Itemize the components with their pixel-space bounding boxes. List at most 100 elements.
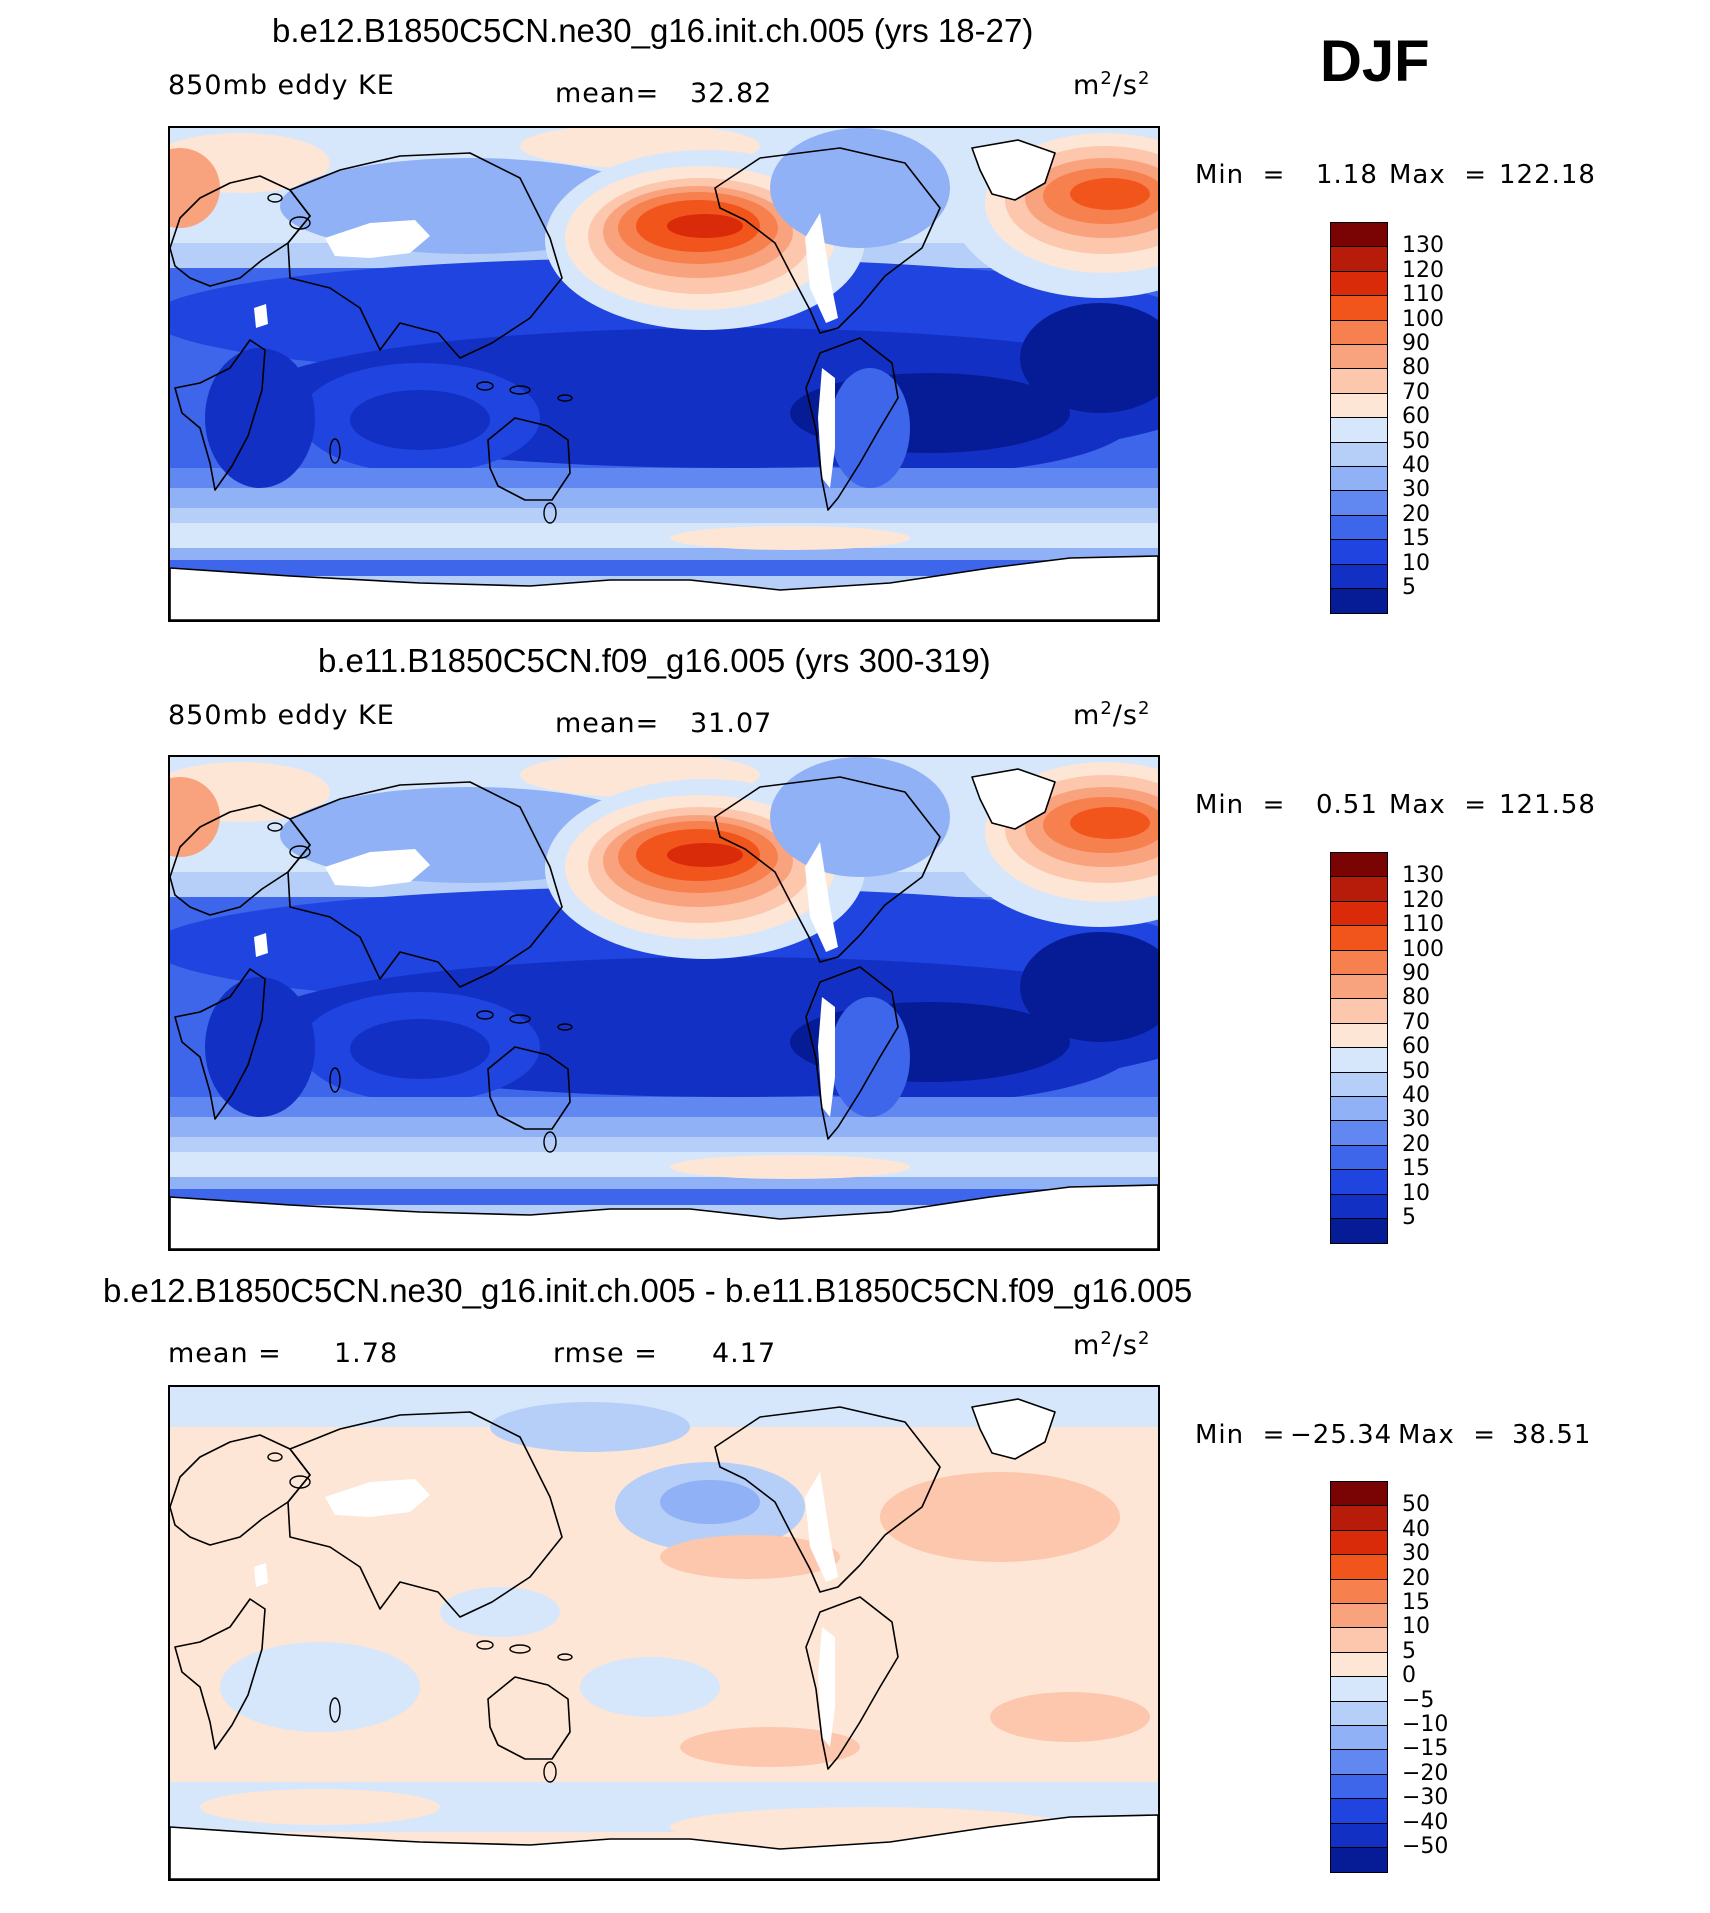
contour-region <box>660 1480 760 1524</box>
colorbar-swatch <box>1330 588 1388 614</box>
units-mid: /s <box>1112 700 1138 731</box>
coastline-antarctica <box>170 1184 1158 1249</box>
colorbar-tick-label: 20 <box>1402 1565 1430 1591</box>
colorbar-tick-label: 70 <box>1402 1009 1430 1035</box>
mean-value: 31.07 <box>690 708 773 739</box>
colorbar-swatch <box>1330 466 1388 492</box>
units-label: m2/s2 <box>1073 68 1150 101</box>
masked-region <box>818 1627 835 1747</box>
coastline-north-america <box>714 1406 941 1593</box>
colorbar-tick-label: 130 <box>1402 863 1444 889</box>
contour-region <box>170 1189 1158 1205</box>
colorbar-tick-label: 10 <box>1402 1614 1430 1640</box>
coastline-island <box>509 1644 531 1654</box>
contour-region <box>170 523 1158 548</box>
colorbar-swatch <box>1330 368 1388 395</box>
contour-region <box>770 757 950 877</box>
panel-title: b.e12.B1850C5CN.ne30_g16.init.ch.005 - b… <box>103 1272 1193 1309</box>
colorbar-tick-label: 5 <box>1402 1638 1416 1664</box>
colorbar-swatch <box>1330 1554 1388 1581</box>
contour-region <box>170 777 220 857</box>
colorbar-tick-label: 15 <box>1402 1590 1430 1615</box>
colorbar-swatch <box>1330 270 1388 297</box>
coastline-north-america <box>714 776 941 963</box>
coastline-island <box>557 1653 573 1661</box>
contour-region <box>205 348 315 488</box>
contour-region <box>200 1789 440 1825</box>
contour-region <box>205 977 315 1117</box>
colorbar-tick-label: 40 <box>1402 1516 1430 1542</box>
contour-region <box>350 390 490 450</box>
units-base: m <box>1073 1330 1101 1361</box>
colorbar-swatch <box>1330 1120 1388 1147</box>
colorbar: 50 40 30 20 15 10 5 0 −5 −10 −15 −20 −30 −40 −50 <box>1330 1481 1510 1873</box>
coastline-asia <box>287 1411 563 1618</box>
units-mid: /s <box>1112 70 1138 101</box>
colorbar-swatch <box>1330 1022 1388 1049</box>
map-field <box>170 128 1158 620</box>
colorbar: 130 120 110 100 90 80 70 60 50 40 30 20 15 10 5 <box>1330 222 1510 614</box>
colorbar-tick-label: 40 <box>1402 453 1430 478</box>
max-label: Max = <box>1389 790 1488 820</box>
colorbar-tick-label: −50 <box>1402 1834 1449 1859</box>
coastline-africa <box>174 968 266 1120</box>
coastline-island <box>509 385 531 395</box>
field-label: 850mb eddy KE <box>168 70 395 101</box>
colorbar-swatch <box>1330 344 1388 370</box>
colorbar-tick-label: 40 <box>1402 1083 1430 1108</box>
colorbar-tick-label: 100 <box>1402 306 1444 332</box>
coastline-africa <box>174 1598 266 1750</box>
colorbar-swatch <box>1330 1144 1388 1171</box>
masked-terrain <box>254 769 1055 1117</box>
map-field <box>170 757 1158 1249</box>
coastlines <box>170 139 1158 620</box>
map-frame <box>168 755 1160 1251</box>
coastline-island <box>267 822 283 832</box>
contour-region <box>170 560 1158 576</box>
colorbar-tick-label: 30 <box>1402 1107 1430 1133</box>
colorbar-tick-label: 10 <box>1402 1180 1430 1206</box>
coastline-greenland <box>971 1398 1056 1460</box>
masked-region <box>972 769 1055 829</box>
colorbar-swatch <box>1330 1096 1388 1122</box>
coastline-north-america <box>714 147 941 334</box>
min-value: −25.34 <box>1290 1420 1393 1450</box>
colorbar-swatch <box>1330 1047 1388 1074</box>
colorbar-swatch <box>1330 539 1388 566</box>
colorbar-swatch <box>1330 998 1388 1025</box>
colorbar-tick-label: 10 <box>1402 550 1430 576</box>
colorbar-tick-label: 80 <box>1402 985 1430 1011</box>
units-exp-1: 2 <box>1100 1328 1113 1349</box>
colorbar-tick-label: 70 <box>1402 379 1430 405</box>
contour-region <box>770 128 950 248</box>
colorbar-tick-label: 120 <box>1402 257 1444 283</box>
colorbar-tick-label: 60 <box>1402 404 1430 430</box>
mean-value: 1.78 <box>334 1338 399 1369</box>
colorbar-swatch <box>1330 1505 1388 1532</box>
season-label: DJF <box>1320 29 1430 94</box>
coastline-island <box>476 1640 494 1650</box>
masked-region <box>325 849 430 887</box>
colorbar-swatch <box>1330 1529 1388 1556</box>
coastline-island <box>267 1452 283 1462</box>
coastline-island <box>476 381 494 391</box>
colorbar-tick-label: 5 <box>1402 1205 1416 1230</box>
contour-region <box>540 358 740 418</box>
field-label: 850mb eddy KE <box>168 700 395 731</box>
coastline-south-america <box>805 337 899 511</box>
units-base: m <box>1073 70 1101 101</box>
colorbar-tick-label: −40 <box>1402 1809 1449 1835</box>
coastline-antarctica <box>170 1814 1158 1879</box>
colorbar-tick-label: 90 <box>1402 331 1430 356</box>
coastline-island <box>543 502 557 524</box>
colorbar-swatch <box>1330 246 1388 273</box>
contour-region <box>670 1155 910 1179</box>
coastline-island <box>543 1131 557 1153</box>
coastline-greenland <box>971 139 1056 201</box>
contour-region <box>1020 303 1158 413</box>
colorbar-tick-label: 15 <box>1402 526 1430 552</box>
units-label: m2/s2 <box>1073 698 1150 731</box>
colorbar-tick-label: 120 <box>1402 887 1444 913</box>
field-contours <box>170 128 1158 620</box>
units-label: m2/s2 <box>1073 1328 1150 1361</box>
